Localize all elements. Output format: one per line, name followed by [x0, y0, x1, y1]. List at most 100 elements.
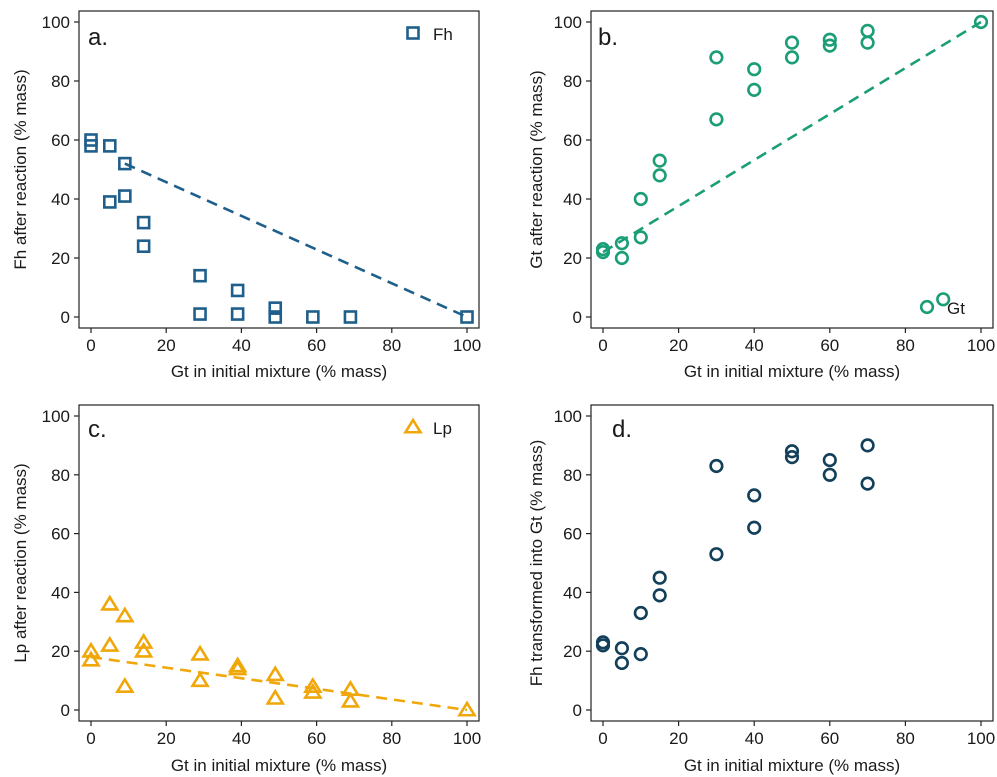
data-point	[268, 310, 283, 324]
y-tick-label: 20	[563, 642, 582, 661]
y-tick-label: 100	[42, 407, 70, 426]
x-tick-label: 40	[745, 729, 764, 748]
x-tick-label: 20	[157, 336, 176, 355]
x-tick-label: 100	[453, 729, 481, 748]
data-point	[230, 283, 245, 298]
x-tick-label: 80	[382, 336, 401, 355]
series-fh	[84, 133, 474, 324]
x-tick-label: 0	[86, 336, 95, 355]
x-tick-label: 80	[382, 729, 401, 748]
x-tick-label: 60	[307, 336, 326, 355]
data-point	[193, 268, 207, 283]
y-tick-label: 80	[563, 466, 582, 485]
y-tick-label: 20	[563, 249, 582, 268]
legend: Gt	[919, 299, 965, 318]
data-point	[652, 588, 667, 603]
x-tick-label: 20	[669, 729, 688, 748]
panel-c: 0 20 40 60 80 100 0 20 40 60 80 100 Gt in initial mi…	[11, 404, 481, 775]
y-axis-title: Fh after reaction (% mass)	[11, 69, 30, 269]
y-tick-label: 40	[51, 190, 70, 209]
panel-letter: c.	[88, 416, 107, 443]
data-point	[193, 307, 207, 321]
x-tick-label: 0	[598, 729, 607, 748]
data-point	[303, 682, 323, 699]
data-point	[973, 14, 989, 30]
legend-marker	[919, 299, 935, 315]
x-tick-label: 60	[307, 729, 326, 748]
data-point	[784, 450, 800, 465]
plot-frame	[78, 404, 480, 722]
y-tick-label: 60	[51, 131, 70, 150]
legend-marker	[403, 417, 423, 434]
y-tick-label: 40	[51, 583, 70, 602]
panel-a: 0 20 40 60 80 100 0 20 40 60 80 100 Gt in initial mi…	[11, 10, 481, 381]
y-tick-label: 60	[563, 131, 582, 150]
data-point	[709, 458, 724, 474]
legend-label: Gt	[947, 299, 965, 318]
y-tick-label: 100	[554, 13, 582, 32]
data-point	[633, 605, 648, 621]
data-point	[614, 655, 630, 671]
trend-line	[90, 655, 468, 712]
data-point	[784, 50, 800, 65]
data-point	[303, 676, 323, 694]
y-tick-label: 100	[42, 13, 70, 32]
data-point	[633, 230, 648, 245]
plot-frame	[590, 404, 994, 722]
x-tick-label: 0	[598, 336, 607, 355]
y-tick-label: 0	[61, 308, 70, 327]
legend-label: Lp	[433, 419, 452, 438]
data-point	[784, 444, 800, 459]
data-point	[747, 488, 762, 503]
plot-frame	[590, 10, 994, 329]
x-axis-title: Gt in initial mixture (% mass)	[171, 362, 387, 381]
trend-line	[602, 20, 982, 254]
data-point	[747, 520, 762, 535]
data-point	[343, 310, 358, 324]
data-point	[822, 38, 837, 53]
legend: Fh	[406, 25, 453, 44]
y-tick-label: 80	[51, 72, 70, 91]
x-tick-label: 60	[820, 729, 839, 748]
data-point	[652, 153, 667, 168]
data-point	[633, 191, 648, 207]
data-point	[614, 641, 630, 656]
y-tick-label: 20	[51, 249, 70, 268]
data-point	[190, 644, 210, 661]
data-point	[747, 82, 762, 97]
data-point	[595, 638, 611, 653]
legend-label: Fh	[433, 25, 453, 44]
y-tick-label: 40	[563, 190, 582, 209]
y-axis-title: Lp after reaction (% mass)	[11, 463, 30, 662]
data-point	[860, 438, 875, 453]
data-point	[652, 570, 667, 585]
x-tick-label: 0	[86, 729, 95, 748]
y-axis-title: Gt after reaction (% mass)	[527, 70, 546, 268]
x-axis-title: Gt in initial mixture (% mass)	[684, 756, 900, 775]
y-tick-label: 40	[563, 583, 582, 602]
data-point	[190, 671, 210, 688]
data-point	[936, 292, 951, 307]
x-tick-label: 80	[896, 336, 915, 355]
x-tick-label: 20	[669, 336, 688, 355]
data-point	[265, 688, 286, 705]
x-axis-title: Gt in initial mixture (% mass)	[171, 756, 387, 775]
y-tick-label: 60	[51, 525, 70, 544]
legend-marker	[406, 26, 420, 40]
panel-d: 0 20 40 60 80 100 0 20 40 60 80 100 Gt in initial mi…	[527, 404, 995, 775]
panel-letter: a.	[88, 24, 108, 51]
data-point	[136, 239, 151, 253]
panel-letter: d.	[612, 416, 632, 443]
data-point	[822, 32, 837, 47]
x-tick-label: 80	[896, 729, 915, 748]
data-point	[822, 467, 837, 482]
data-point	[709, 547, 724, 562]
data-point	[709, 50, 724, 65]
legend: Lp	[403, 417, 452, 438]
data-point	[822, 453, 837, 468]
data-point	[614, 250, 630, 266]
y-tick-label: 60	[563, 525, 582, 544]
data-point	[99, 594, 120, 611]
y-tick-label: 20	[51, 642, 70, 661]
